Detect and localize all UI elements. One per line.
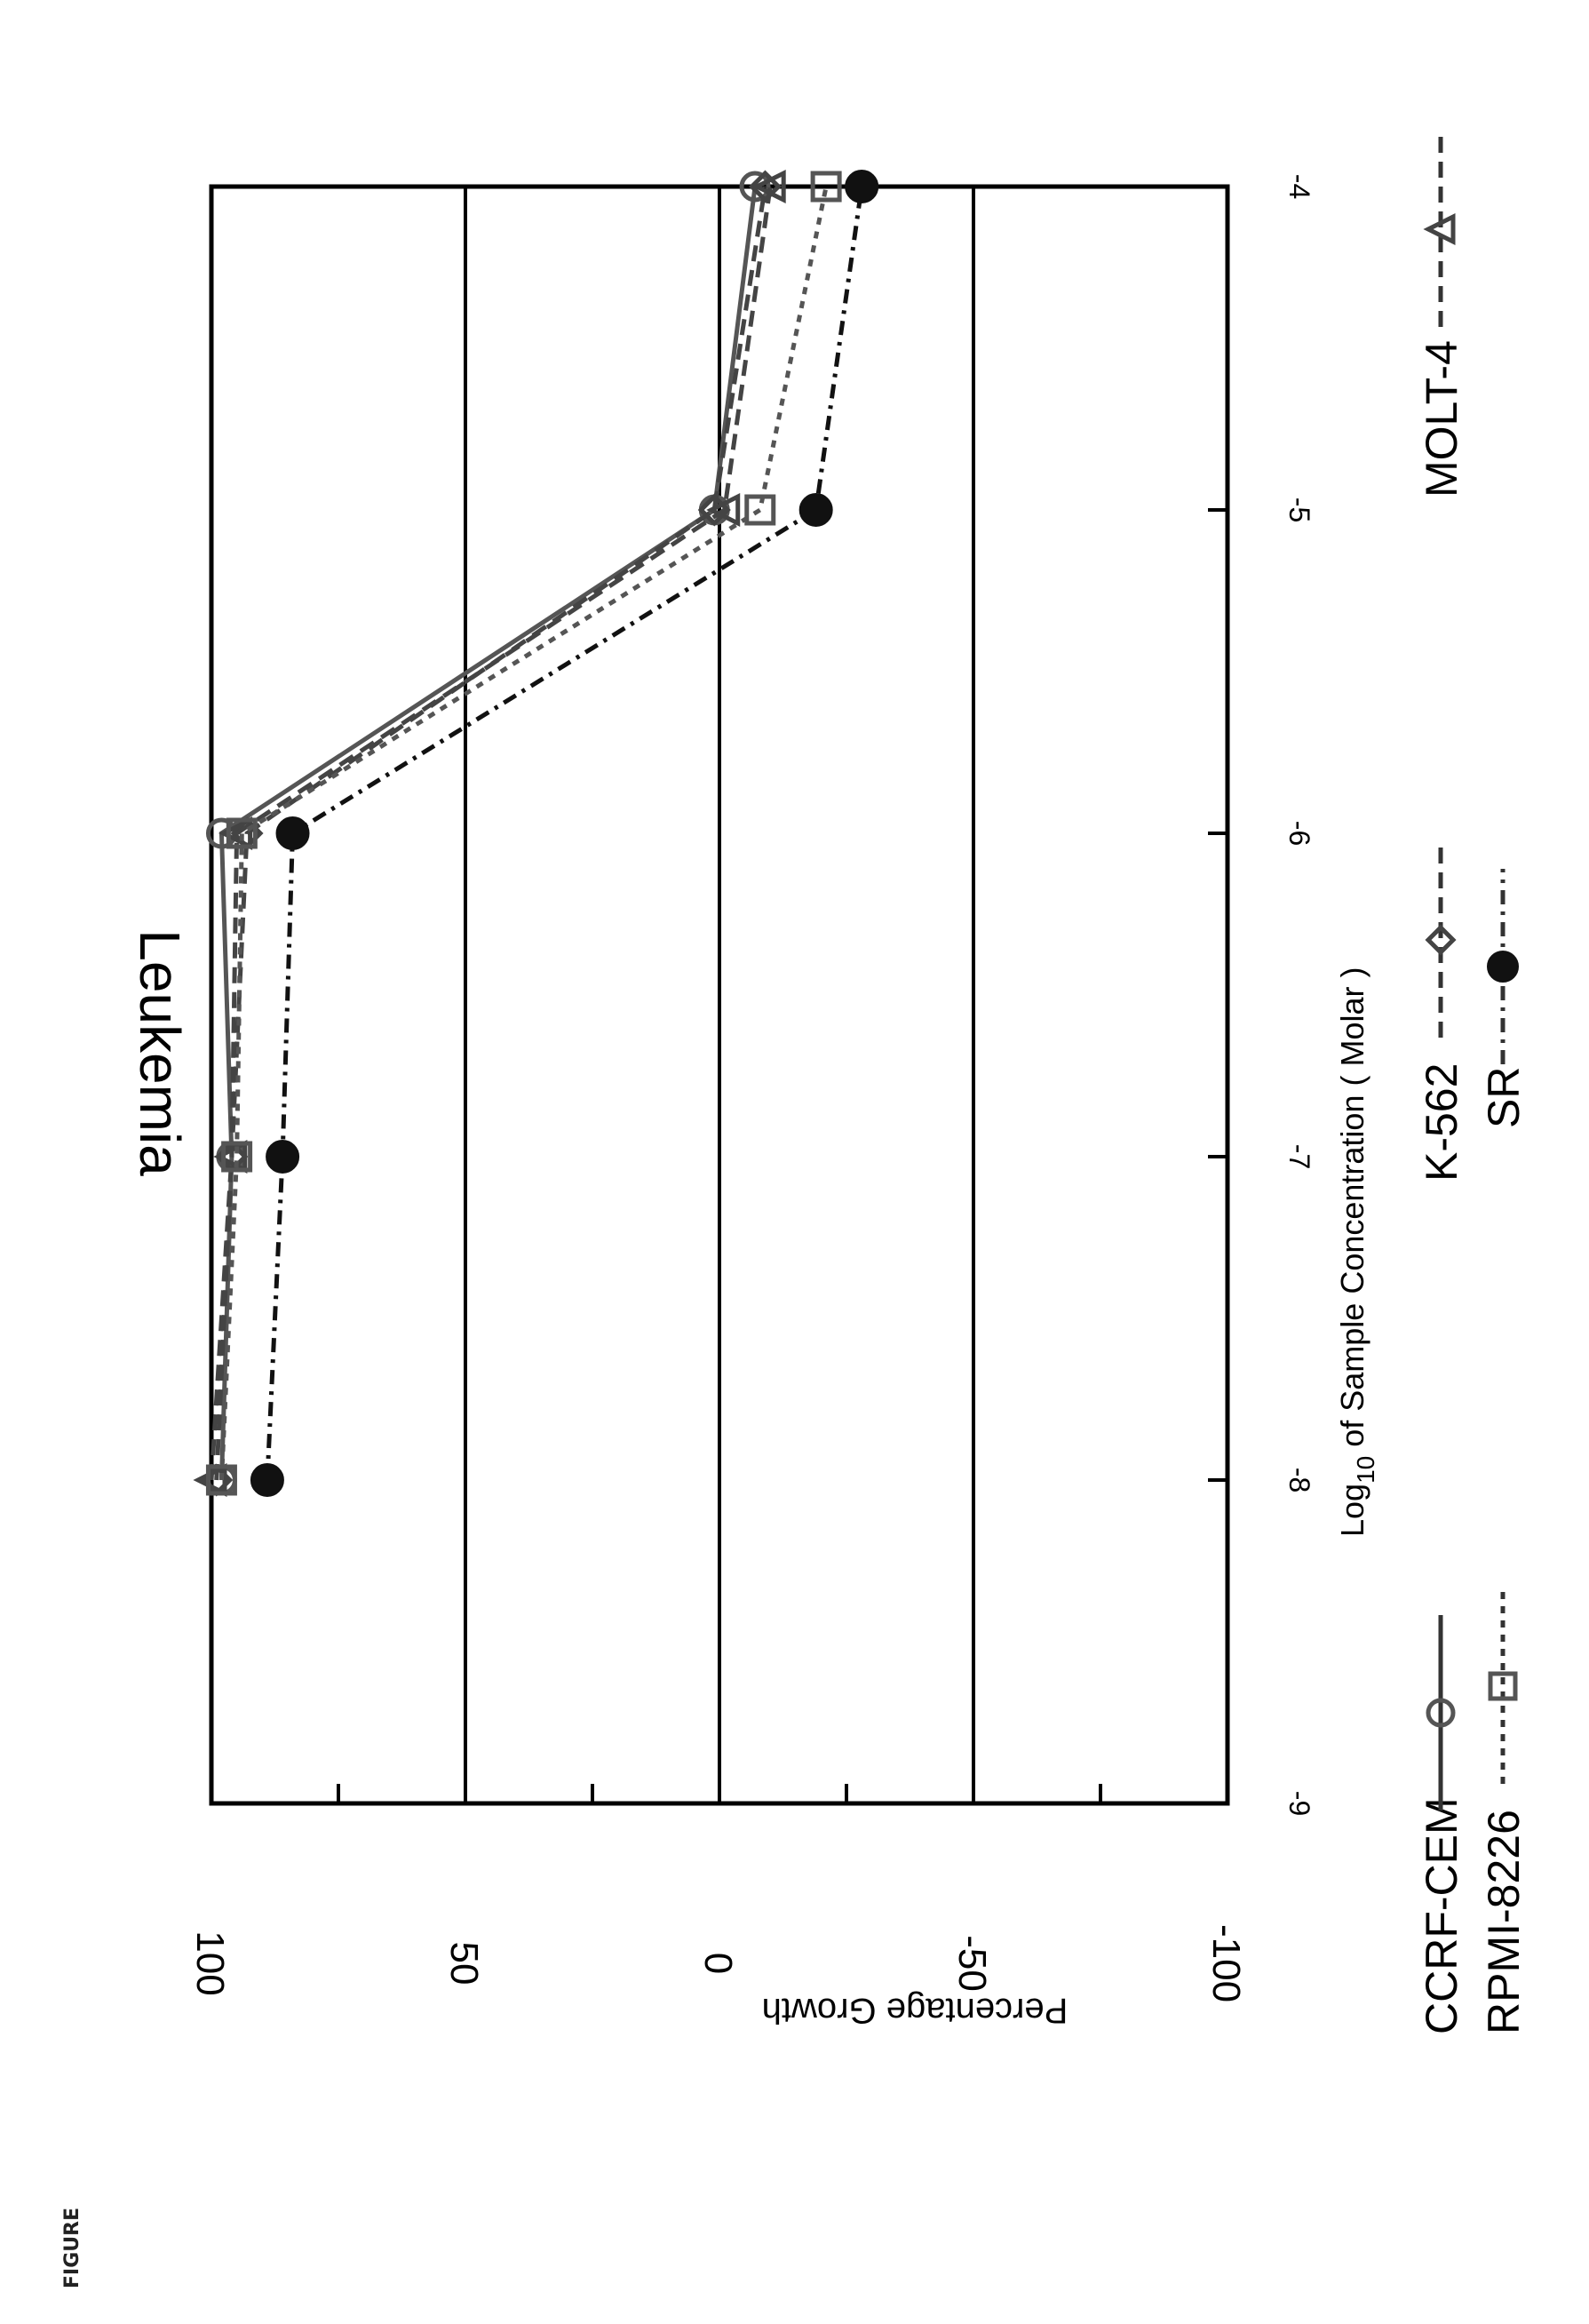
- data-point: [751, 169, 786, 204]
- text-layer: 100 50 0 -50 -100 -9 -8 -7 -6 -5 -4 Leukemia Percent…: [128, 174, 1379, 2030]
- legend-marker: [1423, 212, 1456, 246]
- axes: [209, 184, 1230, 1806]
- data-point: [748, 170, 783, 203]
- series-line: [214, 186, 767, 1481]
- data-point: [275, 816, 310, 850]
- x-tick-label: -8: [1283, 1468, 1315, 1492]
- data-point: [218, 816, 253, 851]
- legend-item-rpmi-8226: RPMI-8226: [1479, 1588, 1529, 2034]
- data-point: [266, 1140, 300, 1174]
- legend-item-molt-4: MOLT-4: [1417, 131, 1466, 497]
- x-tick-label: -4: [1283, 174, 1315, 199]
- data-point: [697, 493, 731, 527]
- series-line: [218, 186, 829, 1481]
- legend-item-ccrf-cem: CCRF-CEM: [1417, 1615, 1466, 2034]
- data-point: [226, 817, 258, 849]
- data-point: [213, 1139, 248, 1174]
- data-point: [744, 494, 776, 526]
- series-sr: [250, 170, 879, 1497]
- x-tick-label: -7: [1283, 1144, 1315, 1169]
- legend-label: K-562: [1417, 1063, 1466, 1182]
- legend: CCRF-CEM RPMI-8226 K-562 SR MOLT-4: [1417, 131, 1529, 2034]
- legend-marker: [1488, 1671, 1518, 1701]
- series-line: [209, 186, 773, 1481]
- data-point: [221, 1141, 253, 1173]
- legend-marker: [1487, 951, 1519, 983]
- series-molt-4: [193, 169, 786, 1498]
- data-point: [798, 493, 833, 527]
- data-point: [193, 1462, 227, 1498]
- legend-label: MOLT-4: [1417, 340, 1466, 497]
- x-tick-label: -5: [1283, 497, 1315, 522]
- legend-label: RPMI-8226: [1479, 1810, 1529, 2034]
- data-point: [845, 170, 879, 203]
- chart-title: Leukemia: [128, 929, 192, 1176]
- y-tick-label: 50: [442, 1942, 486, 1986]
- data-point: [706, 492, 741, 528]
- data-point: [250, 1463, 284, 1497]
- series-layer: [193, 169, 879, 1498]
- grid-lines: [464, 187, 975, 1803]
- data-point: [739, 171, 771, 203]
- y-axis-label: Percentage Growth: [762, 1991, 1069, 2030]
- legend-label: SR: [1479, 1067, 1529, 1128]
- legend-label: CCRF-CEM: [1417, 1797, 1466, 2034]
- x-tick-label: -6: [1283, 821, 1315, 846]
- legend-item-sr: SR: [1479, 869, 1529, 1128]
- series-rpmi-8226: [205, 171, 842, 1496]
- data-point: [205, 1464, 237, 1496]
- legend-item-k-562: K-562: [1417, 842, 1466, 1182]
- data-point: [810, 171, 842, 203]
- y-tick-label: -50: [950, 1935, 994, 1992]
- series-line: [265, 186, 864, 1481]
- y-tick-label: 100: [188, 1930, 232, 1995]
- y-tick-label: -100: [1204, 1924, 1248, 2002]
- legend-marker: [1425, 924, 1457, 956]
- y-tick-label: 0: [696, 1953, 740, 1974]
- x-axis-label: Log10 of Sample Concentration ( Molar ): [1334, 967, 1379, 1537]
- legend-marker: [1426, 1698, 1456, 1728]
- x-tick-label: -9: [1283, 1791, 1315, 1816]
